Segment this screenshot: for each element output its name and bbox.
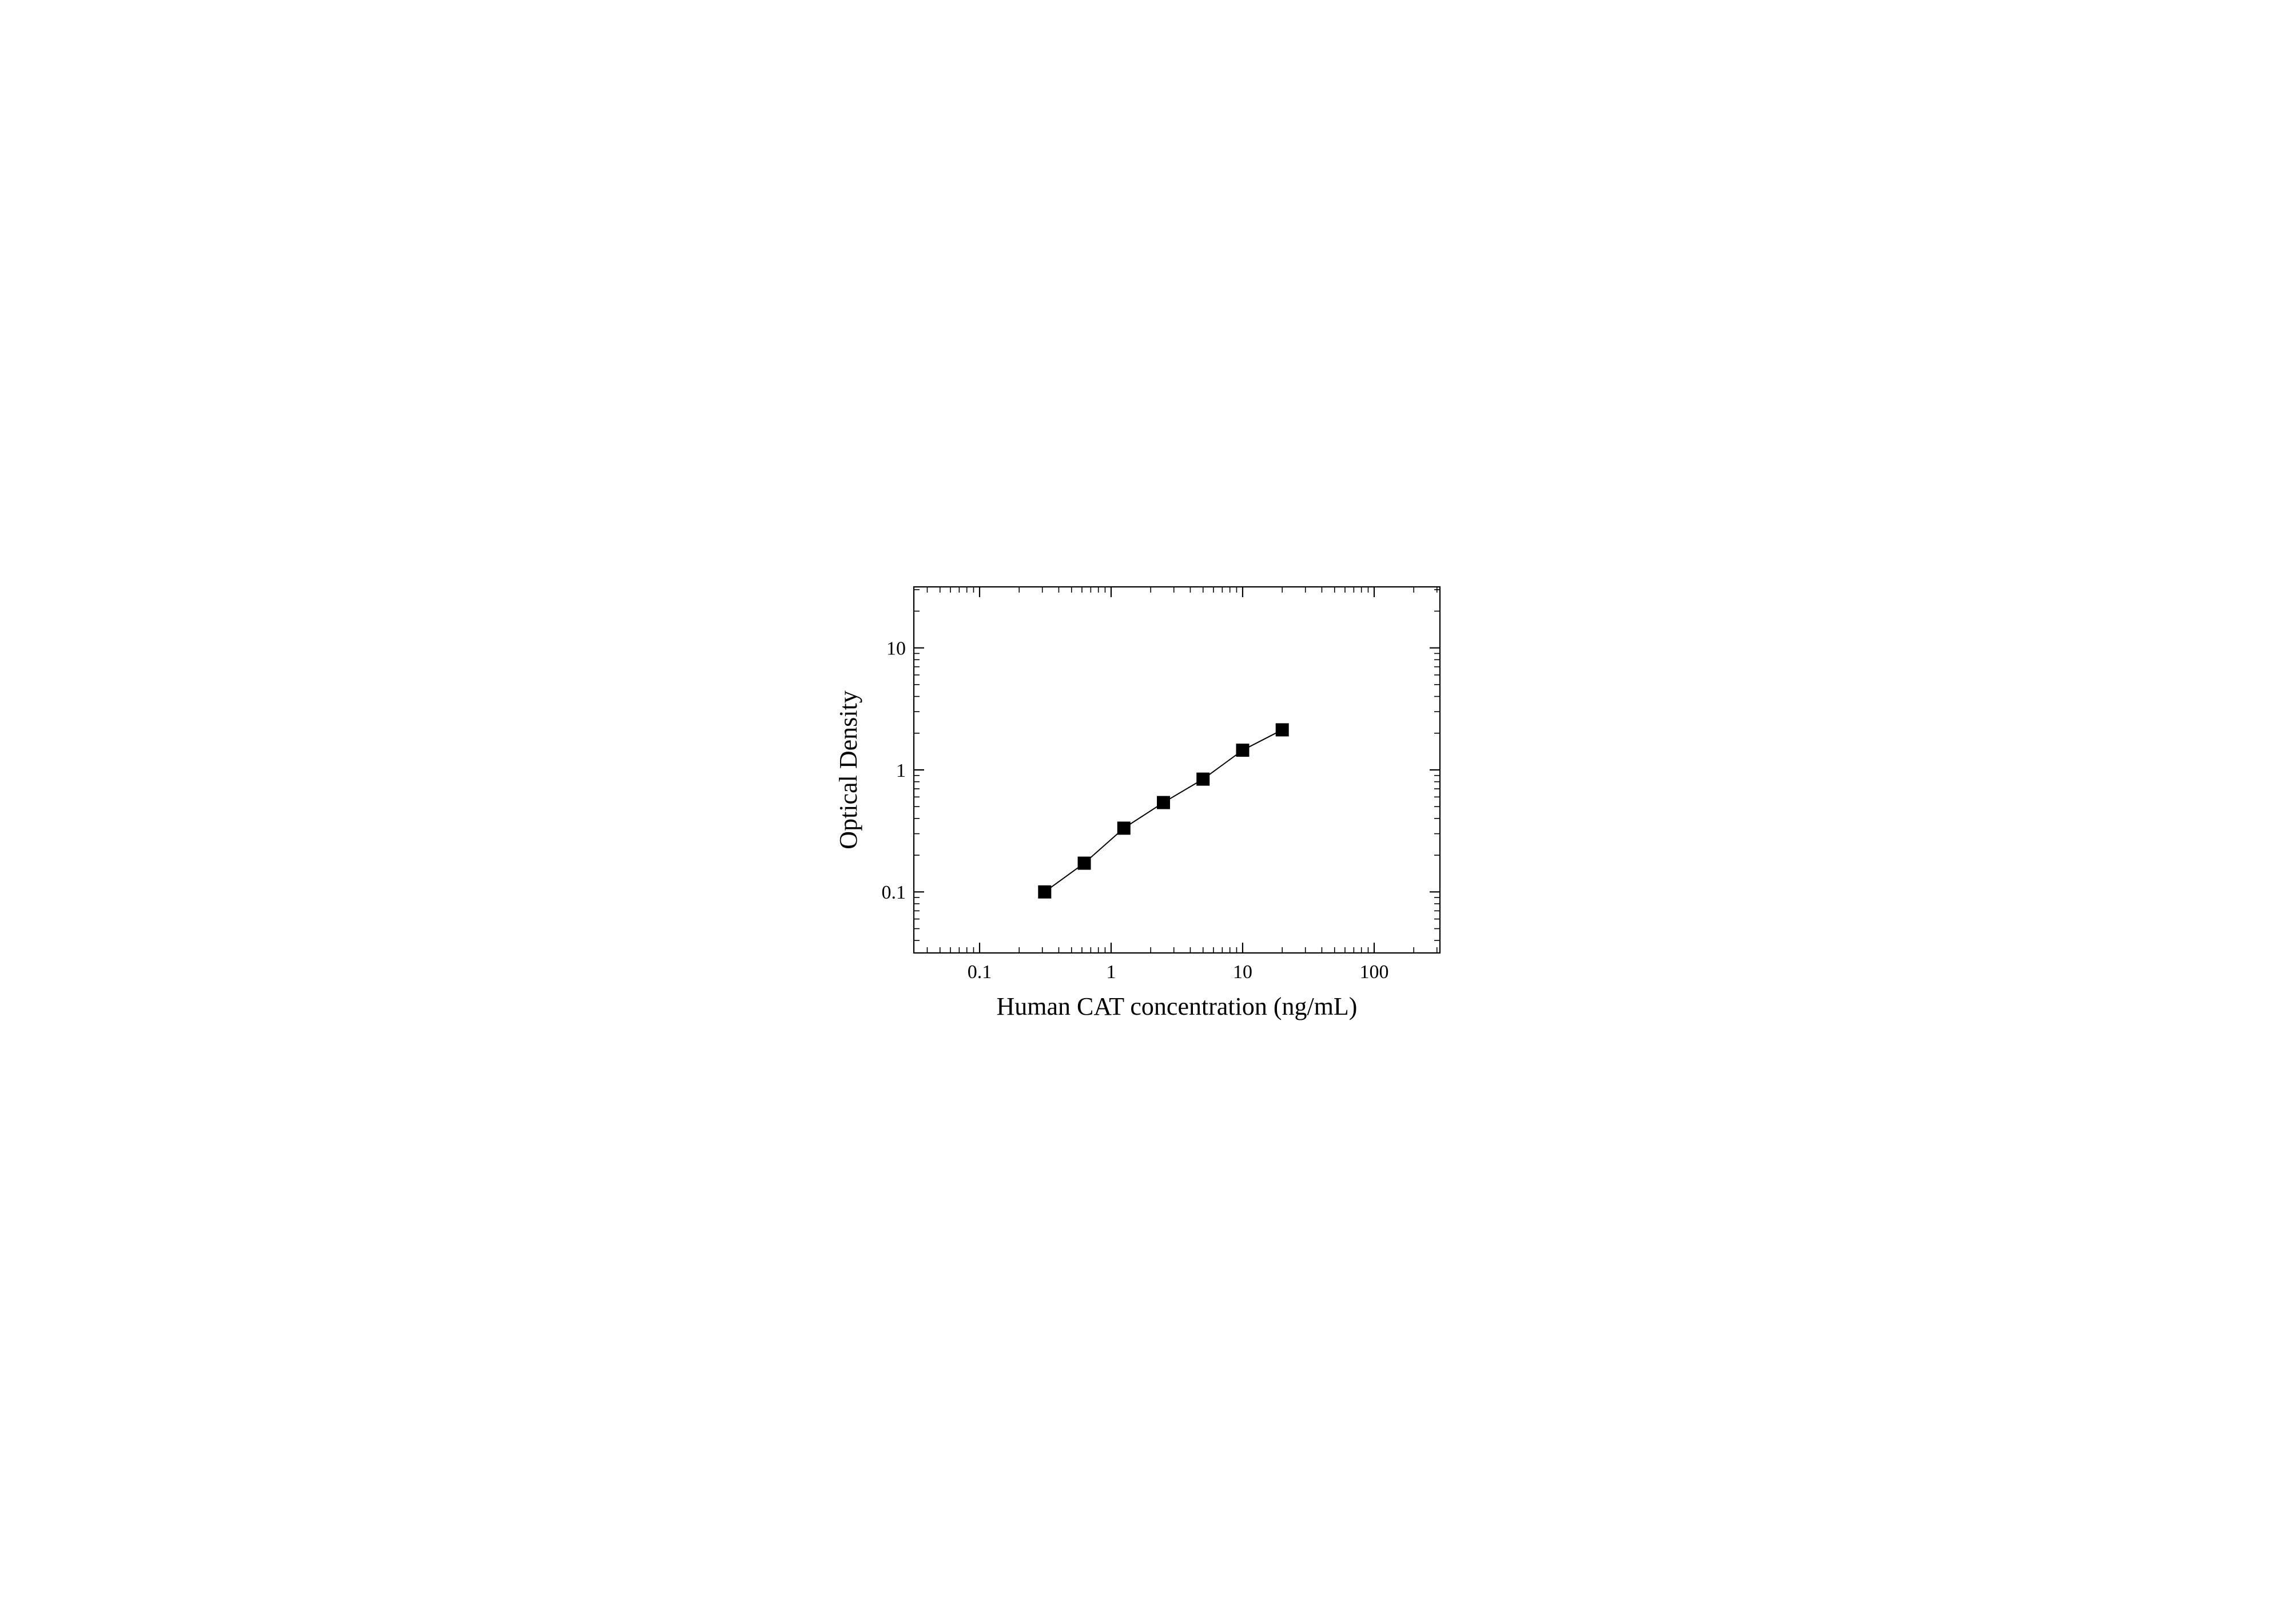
y-tick-label: 1: [896, 760, 906, 781]
data-marker: [1117, 821, 1130, 834]
x-tick-label: 1: [1106, 962, 1116, 983]
data-marker: [1196, 773, 1209, 785]
x-axis-label: Human CAT concentration (ng/mL): [996, 992, 1357, 1020]
standard-curve-chart: 0.1 1 10 100 0.1 1 10 Human CAT concentration (…: [782, 547, 1514, 1059]
chart-bg: [782, 547, 1514, 1059]
y-tick-label: 10: [886, 638, 906, 659]
data-marker: [1078, 857, 1091, 869]
chart-container: 0.1 1 10 100 0.1 1 10 Human CAT concentration (…: [0, 0, 2296, 1605]
data-marker: [1038, 885, 1050, 898]
data-marker: [1157, 796, 1169, 809]
x-tick-label: 100: [1359, 962, 1388, 983]
x-tick-label: 0.1: [967, 962, 992, 983]
y-axis-label: Optical Density: [834, 690, 862, 849]
y-tick-label: 0.1: [881, 882, 906, 903]
data-marker: [1236, 744, 1249, 756]
data-marker: [1276, 723, 1288, 736]
x-tick-label: 10: [1233, 962, 1252, 983]
